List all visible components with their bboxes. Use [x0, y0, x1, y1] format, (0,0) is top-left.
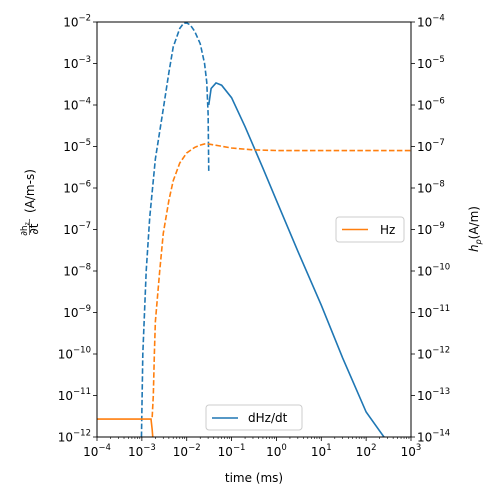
right-y-tick-label: 10−6	[417, 97, 445, 113]
right-y-tick-label: 10−12	[417, 346, 450, 362]
series-hz-segment-1	[151, 143, 411, 418]
x-tick-label: 10−3	[128, 443, 156, 459]
legend-dhzdt: dHz/dt	[205, 404, 303, 431]
right-y-tick-label: 10−5	[417, 55, 445, 71]
left-y-tick-label: 10−9	[63, 304, 91, 320]
left-y-tick-label: 10−8	[63, 263, 91, 279]
right-y-tick-label: 10−4	[417, 14, 445, 30]
series-hz-segment-0	[97, 418, 154, 437]
left-y-tick-label: 10−7	[63, 221, 91, 237]
left-y-tick-label: 10−3	[63, 55, 91, 71]
x-axis-label: time (ms)	[225, 471, 283, 485]
legend-hz: Hz	[335, 216, 405, 243]
left-y-label-fraction-den: ∂t	[27, 223, 41, 234]
right-y-axis-label: hp(A/m)	[467, 206, 483, 252]
right-y-tick-label: 10−7	[417, 138, 445, 154]
svg-text:hp(A/m): hp(A/m)	[467, 206, 483, 252]
right-y-label-unit: (A/m)	[467, 206, 481, 239]
right-y-axis: 10−14 10−13 10−12 10−11 10−10 10−9 10−8 10−7 10−…	[411, 14, 450, 445]
right-y-tick-label: 10−9	[417, 221, 445, 237]
right-y-tick-label: 10−10	[417, 263, 450, 279]
right-y-tick-label: 10−13	[417, 387, 450, 403]
left-y-label-unit: (A/m-s)	[23, 169, 37, 213]
legend-hz-label: Hz	[380, 223, 395, 237]
x-tick-label: 103	[401, 443, 422, 459]
left-y-label-fraction-num-sub: z	[24, 222, 31, 225]
left-y-tick-label: 10−5	[63, 138, 91, 154]
right-y-tick-label: 10−11	[417, 304, 450, 320]
left-y-tick-label: 10−10	[58, 346, 91, 362]
series-dhzdt-segment-1	[207, 81, 385, 437]
x-tick-label: 10−4	[83, 443, 111, 459]
left-y-label-fraction-num: ∂h	[20, 225, 30, 235]
x-tick-label: 101	[311, 443, 332, 459]
series-layer	[97, 22, 411, 437]
left-y-tick-label: 10−11	[58, 387, 91, 403]
x-tick-label: 10−1	[218, 443, 246, 459]
right-y-tick-label: 10−8	[417, 180, 445, 196]
left-y-tick-label: 10−12	[58, 429, 91, 445]
right-y-label-sub: p	[474, 239, 483, 245]
x-tick-label: 10−2	[173, 443, 201, 459]
right-y-label-main: h	[467, 244, 481, 252]
left-y-tick-label: 10−4	[63, 97, 91, 113]
left-y-axis-label: ∂hz ∂t (A/m-s)	[20, 169, 41, 236]
right-y-tick-label: 10−14	[417, 429, 450, 445]
left-y-tick-label: 10−2	[63, 14, 91, 30]
legend-dhzdt-label: dHz/dt	[248, 411, 288, 425]
left-y-tick-label: 10−6	[63, 180, 91, 196]
x-axis: 10−4 10−3 10−2 10−1 100 101 102 103	[83, 437, 421, 459]
x-tick-label: 100	[266, 443, 287, 459]
series-dhzdt-segment-0	[140, 22, 210, 437]
x-tick-label: 102	[356, 443, 377, 459]
left-y-axis: 10−12 10−11 10−10 10−9 10−8 10−7 10−6 10−5 10−4 1…	[58, 14, 97, 445]
svg-text:∂hz: ∂hz	[20, 222, 31, 236]
